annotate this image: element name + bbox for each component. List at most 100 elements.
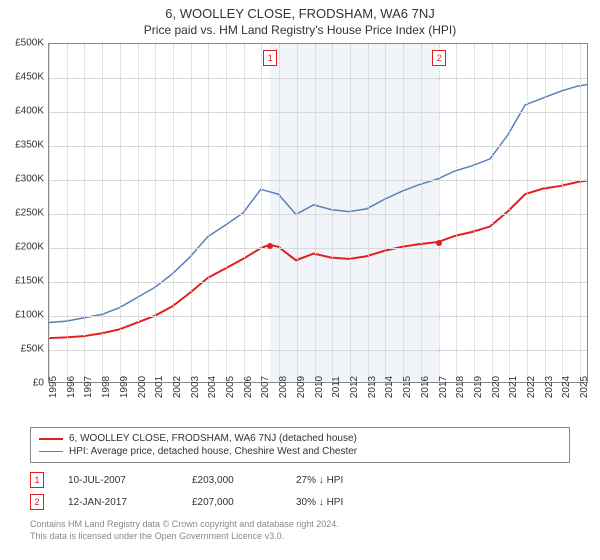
x-axis: 1995199619971998199920002001200220032004…: [48, 383, 588, 423]
x-tick-label: 2018: [455, 376, 466, 398]
x-tick-label: 2002: [172, 376, 183, 398]
gridline-v: [350, 44, 351, 382]
gridline-v: [385, 44, 386, 382]
gridline-v: [226, 44, 227, 382]
chart-marker-2: 2: [432, 50, 446, 66]
gridline-v: [474, 44, 475, 382]
gridline-v: [208, 44, 209, 382]
x-tick-label: 2023: [544, 376, 555, 398]
y-tick-label: £450K: [15, 72, 44, 83]
transaction-price: £207,000: [192, 497, 272, 508]
x-tick-label: 2016: [420, 376, 431, 398]
gridline-h: [49, 214, 587, 215]
y-tick-label: £350K: [15, 140, 44, 151]
x-tick-label: 2013: [367, 376, 378, 398]
gridline-v: [279, 44, 280, 382]
gridline-v: [297, 44, 298, 382]
gridline-v: [173, 44, 174, 382]
transaction-row: 2 12-JAN-2017 £207,000 30% ↓ HPI: [30, 491, 570, 513]
footer-line-2: This data is licensed under the Open Gov…: [30, 531, 570, 543]
y-tick-label: £100K: [15, 310, 44, 321]
transaction-marker: 1: [30, 472, 44, 488]
x-tick-label: 1997: [83, 376, 94, 398]
footer-line-1: Contains HM Land Registry data © Crown c…: [30, 519, 570, 531]
x-tick-label: 1999: [119, 376, 130, 398]
gridline-v: [527, 44, 528, 382]
gridline-h: [49, 78, 587, 79]
x-tick-label: 1996: [66, 376, 77, 398]
x-tick-label: 2006: [243, 376, 254, 398]
x-tick-label: 2007: [260, 376, 271, 398]
gridline-h: [49, 112, 587, 113]
transaction-date: 10-JUL-2007: [68, 475, 168, 486]
plot-area: 12: [48, 43, 588, 383]
footer: Contains HM Land Registry data © Crown c…: [30, 519, 570, 542]
x-tick-label: 2025: [579, 376, 590, 398]
gridline-v: [332, 44, 333, 382]
gridline-v: [545, 44, 546, 382]
transaction-date: 12-JAN-2017: [68, 497, 168, 508]
gridline-v: [509, 44, 510, 382]
transaction-delta: 30% ↓ HPI: [296, 497, 386, 508]
x-tick-label: 2021: [508, 376, 519, 398]
series-price_paid: [49, 181, 587, 338]
x-tick-label: 2004: [207, 376, 218, 398]
x-tick-label: 2020: [491, 376, 502, 398]
transaction-marker: 2: [30, 494, 44, 510]
gridline-v: [492, 44, 493, 382]
y-tick-label: £500K: [15, 38, 44, 49]
gridline-h: [49, 146, 587, 147]
x-tick-label: 2008: [278, 376, 289, 398]
x-tick-label: 2012: [349, 376, 360, 398]
gridline-h: [49, 316, 587, 317]
x-tick-label: 2010: [314, 376, 325, 398]
gridline-v: [315, 44, 316, 382]
page-title: 6, WOOLLEY CLOSE, FRODSHAM, WA6 7NJ: [0, 0, 600, 21]
x-tick-label: 2011: [331, 376, 342, 398]
gridline-v: [138, 44, 139, 382]
y-axis: £0£50K£100K£150K£200K£250K£300K£350K£400…: [0, 43, 48, 383]
page-subtitle: Price paid vs. HM Land Registry's House …: [0, 21, 600, 43]
transaction-price: £203,000: [192, 475, 272, 486]
y-tick-label: £0: [33, 378, 44, 389]
chart-marker-1: 1: [263, 50, 277, 66]
legend-item: HPI: Average price, detached house, Ches…: [39, 445, 561, 458]
gridline-v: [155, 44, 156, 382]
x-tick-label: 2000: [137, 376, 148, 398]
x-tick-label: 2003: [190, 376, 201, 398]
y-tick-label: £200K: [15, 242, 44, 253]
gridline-v: [244, 44, 245, 382]
gridline-v: [261, 44, 262, 382]
transaction-table: 1 10-JUL-2007 £203,000 27% ↓ HPI 2 12-JAN-201…: [30, 469, 570, 513]
gridline-v: [368, 44, 369, 382]
series-hpi: [49, 85, 587, 323]
y-tick-label: £250K: [15, 208, 44, 219]
x-tick-label: 2015: [402, 376, 413, 398]
legend-label: HPI: Average price, detached house, Ches…: [69, 446, 357, 457]
x-tick-label: 1995: [48, 376, 59, 398]
gridline-v: [191, 44, 192, 382]
x-tick-label: 2001: [154, 376, 165, 398]
gridline-v: [456, 44, 457, 382]
y-tick-label: £300K: [15, 174, 44, 185]
gridline-v: [562, 44, 563, 382]
y-tick-label: £150K: [15, 276, 44, 287]
chart-lines: [49, 44, 587, 382]
gridline-v: [120, 44, 121, 382]
x-tick-label: 2017: [438, 376, 449, 398]
x-tick-label: 2024: [561, 376, 572, 398]
x-tick-label: 2005: [225, 376, 236, 398]
gridline-v: [67, 44, 68, 382]
gridline-v: [403, 44, 404, 382]
chart-dot-2: [436, 240, 442, 246]
gridline-h: [49, 180, 587, 181]
gridline-v: [49, 44, 50, 382]
gridline-v: [421, 44, 422, 382]
y-tick-label: £50K: [21, 344, 44, 355]
x-tick-label: 2009: [296, 376, 307, 398]
gridline-v: [580, 44, 581, 382]
legend-item: 6, WOOLLEY CLOSE, FRODSHAM, WA6 7NJ (det…: [39, 432, 561, 445]
gridline-v: [102, 44, 103, 382]
transaction-delta: 27% ↓ HPI: [296, 475, 386, 486]
legend-label: 6, WOOLLEY CLOSE, FRODSHAM, WA6 7NJ (det…: [69, 433, 357, 444]
